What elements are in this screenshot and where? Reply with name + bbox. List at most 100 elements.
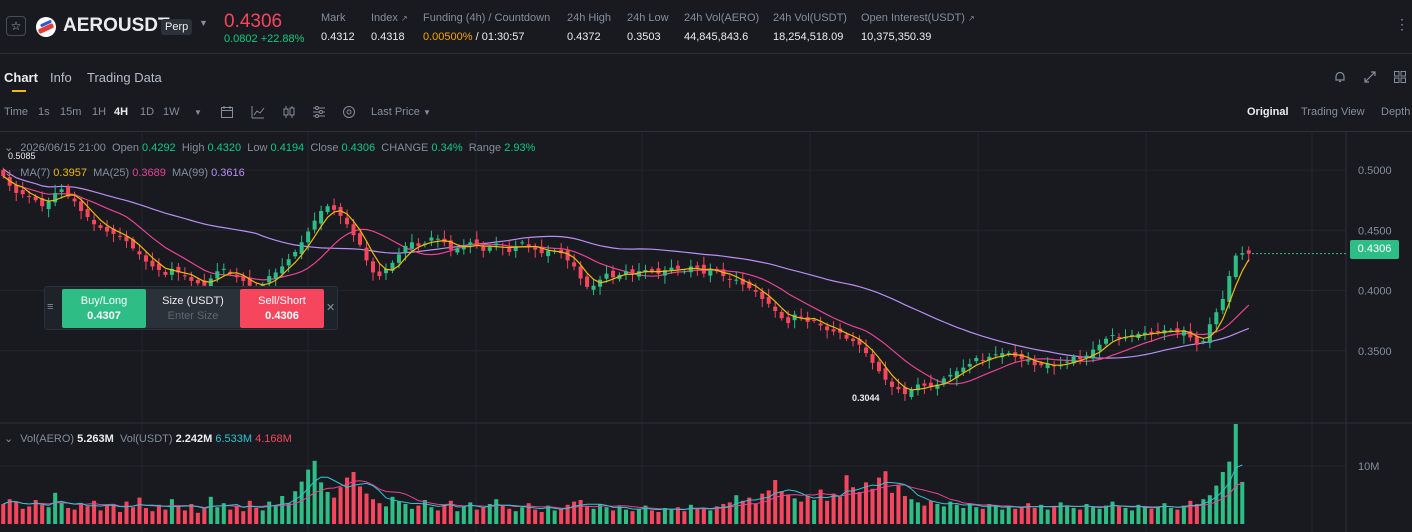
price-tick-label: 0.5000: [1358, 165, 1392, 177]
interval-15m[interactable]: 15m: [60, 106, 82, 118]
collapse-caret-icon[interactable]: ⌄: [4, 433, 14, 445]
ma99-line: [2, 168, 1250, 359]
interval-4h[interactable]: 4H: [114, 106, 129, 118]
candle-body: [1, 170, 6, 177]
volume-bar: [1032, 508, 1037, 524]
volume-bar: [948, 501, 953, 524]
candle-body: [948, 374, 953, 377]
interval-1d[interactable]: 1D: [140, 106, 155, 118]
candle-body: [72, 198, 77, 202]
candlestick-chart[interactable]: 0.5000 0.4500 0.4000 0.3500 10M: [0, 132, 1412, 532]
price-type-select[interactable]: Last Price ▼: [371, 106, 431, 118]
volume-bar: [1207, 495, 1212, 524]
stat-index[interactable]: Index ↗ 0.4318: [371, 12, 408, 43]
candle-body: [1084, 355, 1089, 358]
volume-bar: [844, 475, 849, 524]
volume-bar: [1201, 499, 1206, 524]
volume-bar: [299, 481, 304, 524]
volume-bar: [870, 488, 875, 524]
volume-bar: [980, 508, 985, 524]
candle-body: [909, 389, 914, 398]
stat-open-interest[interactable]: Open Interest(USDT) ↗ 10,375,350.39: [861, 12, 975, 43]
volume-bar: [1006, 505, 1011, 524]
interval-1h[interactable]: 1H: [92, 106, 107, 118]
view-depth[interactable]: Depth: [1381, 106, 1411, 118]
candle-body: [928, 382, 933, 387]
volume-bar: [92, 500, 97, 524]
candle-body: [59, 189, 64, 192]
volume-bar: [961, 508, 966, 524]
volume-legend: ⌄ Vol(AERO) 5.263M Vol(USDT) 2.242M 6.53…: [4, 432, 292, 445]
volume-bar: [565, 504, 570, 524]
volume-bar: [293, 491, 298, 524]
close-icon[interactable]: ✕: [326, 302, 336, 314]
candle-body: [1175, 328, 1180, 333]
volume-tick-label: 10M: [1358, 461, 1379, 473]
bell-icon[interactable]: [1332, 70, 1348, 86]
volume-bar: [396, 501, 401, 524]
volume-bars-group: [1, 424, 1245, 524]
fullscreen-icon[interactable]: [1362, 70, 1378, 86]
volume-bar: [435, 510, 440, 524]
candle-body: [234, 274, 239, 278]
interval-1w[interactable]: 1W: [163, 106, 180, 118]
candle-body: [383, 268, 388, 274]
drag-handle-icon[interactable]: ≡: [47, 301, 54, 313]
volume-bar: [896, 485, 901, 524]
tab-info[interactable]: Info: [50, 70, 72, 85]
indicator-icon[interactable]: [251, 105, 265, 122]
volume-bar: [189, 504, 194, 524]
volume-bar: [14, 501, 19, 524]
stat-label: Index: [371, 12, 398, 24]
drawing-tools-icon[interactable]: [342, 105, 356, 122]
favorite-star-icon[interactable]: ☆: [6, 16, 26, 36]
volume-bar: [7, 499, 12, 524]
ma25-label: MA(25): [93, 167, 130, 179]
candle-type-icon[interactable]: [282, 105, 296, 122]
view-trading-view[interactable]: Trading View: [1301, 106, 1365, 118]
candle-body: [915, 384, 920, 391]
candle-body: [46, 201, 51, 210]
ma7-label: MA(7): [20, 167, 51, 179]
collapse-caret-icon[interactable]: ⌄: [4, 167, 14, 179]
sell-short-button[interactable]: Sell/Short 0.4306: [240, 289, 324, 328]
funding-rate: 0.00500%: [423, 31, 473, 43]
volume-bar: [598, 504, 603, 524]
candle-body: [513, 245, 518, 252]
candle-body: [1110, 335, 1115, 337]
chevron-down-icon[interactable]: ▼: [199, 18, 208, 28]
volume-bar: [526, 503, 531, 524]
candle-body: [137, 251, 142, 255]
candle-body: [111, 228, 116, 234]
buy-long-button[interactable]: Buy/Long 0.4307: [62, 289, 146, 328]
candle-body: [1006, 353, 1011, 355]
volume-bar: [1026, 503, 1031, 524]
interval-time[interactable]: Time: [4, 106, 29, 118]
collapse-caret-icon[interactable]: ⌄: [4, 142, 14, 154]
interval-dropdown-icon[interactable]: ▼: [194, 108, 202, 117]
volume-bar: [993, 506, 998, 524]
volume-bar: [383, 506, 388, 524]
candle-body: [799, 316, 804, 318]
symbol-name[interactable]: AEROUSDT: [63, 15, 170, 36]
layout-grid-icon[interactable]: [1392, 70, 1408, 86]
more-options-icon[interactable]: ⋮: [1395, 16, 1409, 32]
interval-1s[interactable]: 1s: [38, 106, 50, 118]
volume-bar: [442, 504, 447, 524]
candle-body: [766, 297, 771, 304]
stat-value: 44,845,843.6: [684, 31, 749, 43]
volume-bar: [280, 496, 285, 524]
view-original[interactable]: Original: [1247, 106, 1289, 118]
tab-trading-data[interactable]: Trading Data: [87, 70, 162, 85]
candle-body: [662, 270, 667, 276]
candle-body: [241, 276, 246, 281]
chart-settings-icon[interactable]: [312, 105, 326, 122]
size-input[interactable]: Size (USDT) Enter Size: [146, 289, 240, 328]
calendar-icon[interactable]: [220, 105, 234, 122]
volume-bar: [902, 496, 907, 524]
volume-bar: [935, 504, 940, 524]
candle-body: [688, 266, 693, 273]
volume-bar: [883, 471, 888, 524]
tab-chart[interactable]: Chart: [4, 70, 38, 85]
volume-bar: [20, 508, 25, 524]
